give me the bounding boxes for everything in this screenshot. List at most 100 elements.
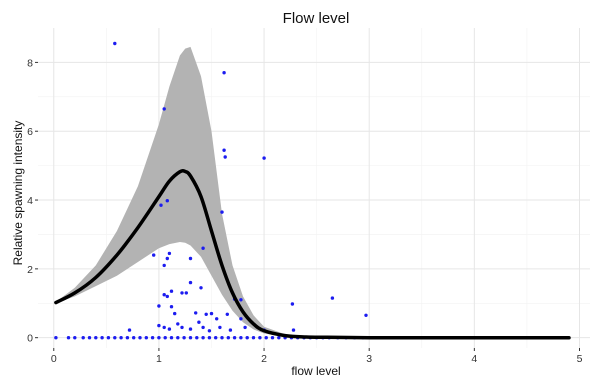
x-tick-label: 4 [471, 353, 477, 365]
data-point [180, 291, 183, 294]
data-point [180, 326, 183, 329]
data-point [262, 156, 265, 159]
x-axis-label: flow level [291, 364, 340, 376]
data-point [189, 257, 192, 260]
data-point [239, 317, 242, 320]
data-point [170, 336, 173, 339]
data-point [239, 298, 242, 301]
data-point [226, 313, 229, 316]
data-point [113, 336, 116, 339]
data-point [113, 42, 116, 45]
data-point [159, 204, 162, 207]
y-tick-label: 2 [27, 264, 33, 276]
data-point [151, 336, 154, 339]
data-point [82, 336, 85, 339]
data-point [170, 290, 173, 293]
x-tick-label: 1 [156, 353, 162, 365]
data-point [126, 336, 129, 339]
data-point [220, 336, 223, 339]
data-point [163, 264, 166, 267]
data-point [189, 327, 192, 330]
data-point [166, 257, 169, 260]
data-point [54, 336, 57, 339]
data-points [54, 42, 568, 340]
data-point [173, 312, 176, 315]
data-point [152, 253, 155, 256]
data-point [170, 305, 173, 308]
data-point [201, 326, 204, 329]
data-point [233, 336, 236, 339]
data-point [292, 328, 295, 331]
data-point [224, 155, 227, 158]
data-point [214, 336, 217, 339]
data-point [163, 293, 166, 296]
data-point [194, 311, 197, 314]
y-axis-label: Relative spawning intensity [11, 121, 25, 266]
data-point [243, 326, 246, 329]
data-point [100, 336, 103, 339]
y-tick-label: 0 [27, 333, 33, 345]
data-point [176, 336, 179, 339]
y-tick-label: 8 [27, 57, 33, 69]
data-point [252, 336, 255, 339]
data-point [246, 336, 249, 339]
data-point [364, 314, 367, 317]
data-point [210, 312, 213, 315]
data-point [201, 336, 204, 339]
data-point [227, 336, 230, 339]
data-point [166, 199, 169, 202]
data-point [195, 336, 198, 339]
x-tick-label: 0 [51, 353, 57, 365]
data-point [163, 326, 166, 329]
x-tick-label: 2 [261, 353, 267, 365]
data-point [182, 336, 185, 339]
data-point [229, 328, 232, 331]
data-point [222, 71, 225, 74]
data-point [185, 291, 188, 294]
data-point [222, 149, 225, 152]
data-point [94, 336, 97, 339]
data-point [166, 295, 169, 298]
data-point [163, 107, 166, 110]
data-point [157, 336, 160, 339]
data-point [67, 336, 70, 339]
data-point [220, 210, 223, 213]
data-point [157, 324, 160, 327]
axis-ticks: 0 1 2 3 4 5 0 2 4 6 8 [27, 57, 582, 365]
data-point [258, 336, 261, 339]
confidence-band [56, 47, 569, 338]
data-point [107, 336, 110, 339]
data-point [205, 313, 208, 316]
y-tick-label: 4 [27, 195, 33, 207]
data-point [265, 336, 268, 339]
data-point [138, 336, 141, 339]
confidence-band-layer [56, 47, 569, 338]
data-point [119, 336, 122, 339]
data-point [208, 329, 211, 332]
x-tick-label: 3 [366, 353, 372, 365]
data-point [239, 336, 242, 339]
data-point [291, 302, 294, 305]
chart-title: Flow level [283, 10, 350, 27]
data-point [208, 336, 211, 339]
y-tick-label: 6 [27, 126, 33, 138]
data-point [132, 336, 135, 339]
data-point [157, 304, 160, 307]
grid [38, 28, 590, 348]
data-point [189, 336, 192, 339]
data-point [215, 317, 218, 320]
x-tick-label: 5 [577, 353, 583, 365]
data-point [201, 247, 204, 250]
data-point [189, 281, 192, 284]
data-point [164, 336, 167, 339]
data-point [88, 336, 91, 339]
data-point [73, 336, 76, 339]
data-point [271, 336, 274, 339]
data-point [199, 286, 202, 289]
data-point [218, 326, 221, 329]
data-point [197, 321, 200, 324]
data-point [145, 336, 148, 339]
data-point [168, 252, 171, 255]
